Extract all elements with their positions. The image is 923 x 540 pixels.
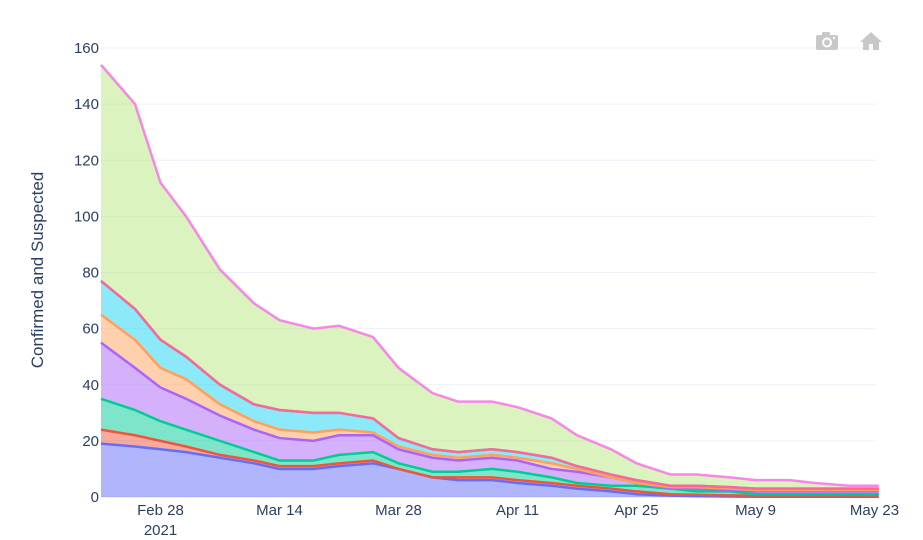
y-tick-label: 160 (74, 40, 99, 57)
series-1-area (101, 443, 879, 497)
y-tick-label: 40 (82, 377, 99, 394)
y-axis-label: Confirmed and Suspected (28, 172, 47, 369)
x-tick-label: Mar 28 (375, 502, 422, 519)
y-tick-label: 120 (74, 152, 99, 169)
series-8-area (101, 64, 879, 489)
home-icon[interactable] (859, 30, 883, 52)
x-tick-label: May 23 (850, 502, 899, 519)
series-4-line (100, 341, 879, 493)
camera-icon[interactable] (815, 30, 839, 52)
series-3-line (100, 397, 879, 496)
y-tick-label: 80 (82, 265, 99, 282)
y-tick-label: 0 (91, 489, 99, 506)
x-tick-label: Apr 11 (496, 502, 539, 519)
series-2-line (100, 428, 879, 497)
y-axis-ticks: 0 20 40 60 80 100 120 140 160 (74, 40, 99, 506)
x-tick-label: 2021 (144, 522, 177, 539)
modebar (815, 30, 883, 52)
y-tick-label: 140 (74, 96, 99, 113)
x-tick-label: Mar 14 (256, 502, 303, 519)
series-5-line (100, 313, 879, 492)
x-axis-ticks: Feb 28 2021 Mar 14 Mar 28 Apr 11 Apr 25 May 9 M… (137, 502, 899, 539)
y-tick-label: 100 (74, 208, 99, 225)
x-tick-label: Apr 25 (614, 502, 658, 519)
series-8-line (100, 64, 879, 488)
y-tick-label: 20 (82, 433, 99, 450)
series-7-line (100, 279, 879, 490)
series-4-area (101, 342, 879, 495)
x-tick-label: Feb 28 (137, 502, 184, 519)
x-tick-label: May 9 (735, 502, 776, 519)
area-series (100, 64, 879, 498)
y-tick-label: 60 (82, 321, 99, 338)
